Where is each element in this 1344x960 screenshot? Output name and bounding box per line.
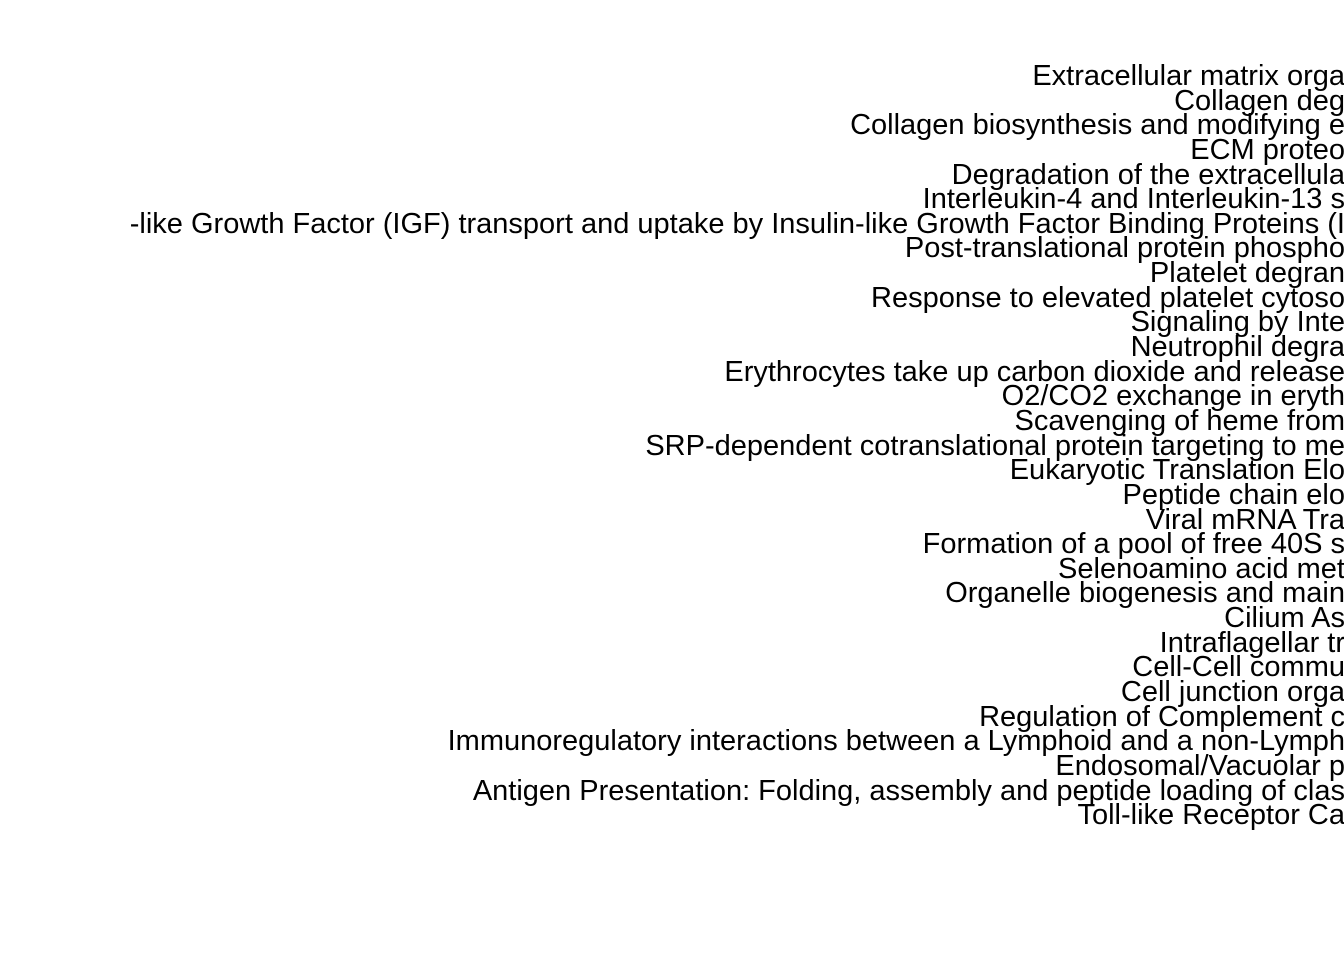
- category-tick-label: Viral mRNA Tra: [1145, 503, 1344, 536]
- category-tick-label: Formation of a pool of free 40S s: [922, 528, 1344, 561]
- category-tick-label: Platelet degran: [1149, 257, 1344, 290]
- category-tick-label: -like Growth Factor (IGF) transport and …: [129, 207, 1344, 240]
- category-tick-label: Scavenging of heme from: [1014, 404, 1344, 437]
- category-tick-label: O2/CO2 exchange in eryth: [1001, 380, 1344, 413]
- category-tick-label: Neutrophil degra: [1130, 331, 1344, 364]
- category-tick-label: Peptide chain elo: [1122, 478, 1344, 511]
- category-tick-label: Interleukin-4 and Interleukin-13 s: [922, 183, 1344, 216]
- category-tick-label: ECM proteo: [1190, 133, 1344, 166]
- category-tick-label: Selenoamino acid met: [1058, 552, 1344, 585]
- category-tick-label: Immunoregulatory interactions between a …: [447, 725, 1344, 758]
- category-tick-label: Collagen deg: [1174, 84, 1344, 117]
- category-tick-label: Eukaryotic Translation Elo: [1009, 454, 1344, 487]
- category-tick-label: Intraflagellar tr: [1159, 626, 1344, 659]
- category-tick-label: Cilium As: [1224, 602, 1344, 635]
- category-tick-label: SRP-dependent cotranslational protein ta…: [645, 429, 1344, 462]
- category-tick-label: Signaling by Inte: [1130, 306, 1344, 339]
- category-tick-label: Post-translational protein phospho: [904, 232, 1344, 265]
- category-tick-label: Cell-Cell commu: [1132, 651, 1344, 684]
- category-tick-label: Cell junction orga: [1120, 676, 1344, 709]
- category-tick-label: Erythrocytes take up carbon dioxide and …: [724, 355, 1344, 388]
- category-tick-label: Organelle biogenesis and main: [945, 577, 1344, 610]
- category-tick-label: Degradation of the extracellula: [951, 158, 1344, 191]
- category-tick-label: Antigen Presentation: Folding, assembly …: [472, 774, 1344, 807]
- category-tick-label: Regulation of Complement c: [979, 700, 1344, 733]
- category-tick-label: Endosomal/Vacuolar p: [1055, 749, 1344, 782]
- category-tick-label: Extracellular matrix orga: [1032, 60, 1344, 92]
- category-axis-labels: Extracellular matrix orga Collagen deg Col…: [129, 60, 1344, 832]
- category-tick-label: Toll-like Receptor Ca: [1077, 799, 1344, 832]
- category-tick-label: Collagen biosynthesis and modifying e: [850, 109, 1344, 142]
- category-tick-label: Response to elevated platelet cytoso: [871, 281, 1344, 314]
